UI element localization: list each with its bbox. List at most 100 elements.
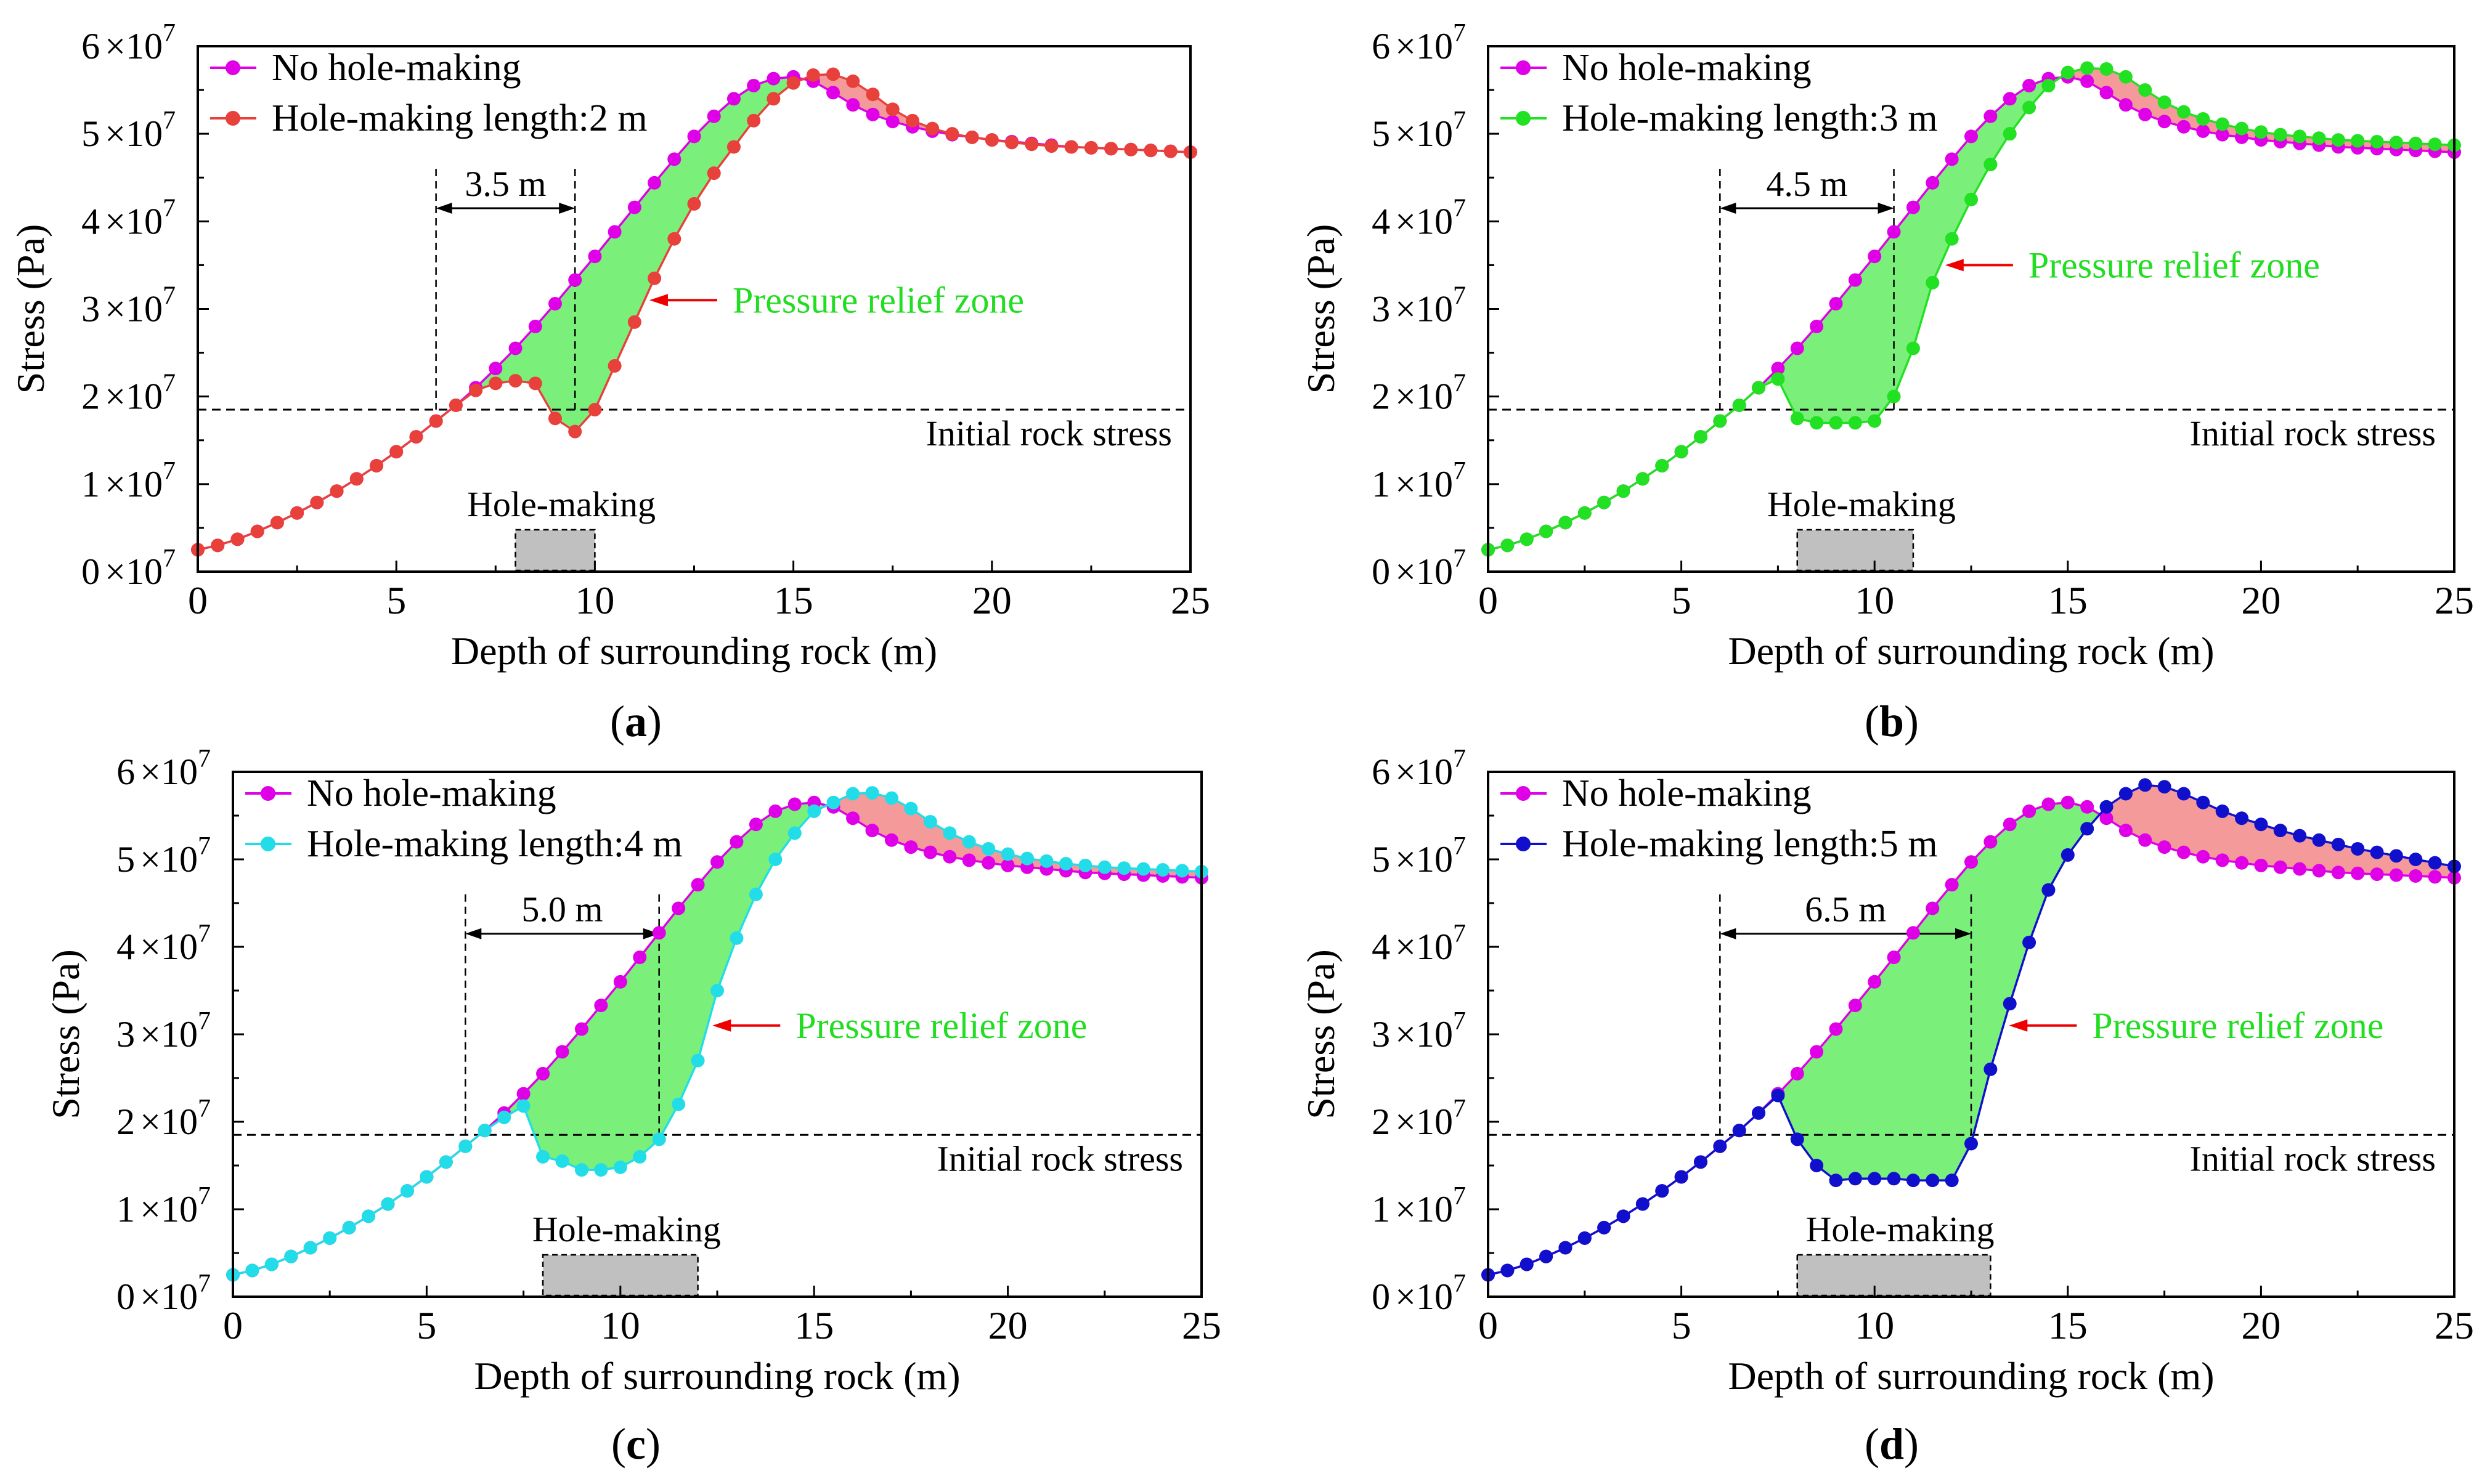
data-point <box>1771 1089 1785 1103</box>
y-tick-mantissa: 0 <box>1372 551 1390 592</box>
data-point <box>1084 140 1098 155</box>
y-tick-exponent: 7 <box>163 370 176 398</box>
data-point <box>1906 341 1920 355</box>
y-tick-times: ×10 <box>1395 376 1453 417</box>
data-point <box>730 835 744 849</box>
legend-marker <box>1516 837 1531 851</box>
data-point <box>672 901 686 915</box>
y-tick-label: 6 ×107 <box>1372 19 1466 67</box>
data-point <box>1144 144 1158 158</box>
y-tick-mantissa: 1 <box>1372 1189 1390 1230</box>
x-tick-label: 15 <box>794 1304 834 1347</box>
panel-label-close: ) <box>1904 697 1919 746</box>
y-tick-exponent: 7 <box>198 1007 211 1036</box>
data-point <box>1558 516 1573 530</box>
y-tick-label: 1 ×107 <box>116 1182 211 1230</box>
data-point <box>1945 878 1959 892</box>
data-point <box>652 926 666 940</box>
data-point <box>710 984 724 997</box>
legend-entry: Hole-making length:3 m <box>1562 97 1938 139</box>
relief-fill-segment <box>714 98 734 174</box>
y-tick-mantissa: 2 <box>81 376 100 417</box>
span-label: 4.5 m <box>1766 164 1847 204</box>
data-point <box>672 1097 686 1111</box>
relief-fill-segment <box>1951 861 1972 1181</box>
data-point <box>865 786 879 800</box>
y-axis-label: Stress (Pa) <box>1299 949 1343 1119</box>
y-tick-times: ×10 <box>140 839 198 880</box>
data-point <box>1001 858 1015 872</box>
data-point <box>1790 1066 1804 1081</box>
pressure-relief-arrow-head <box>2009 1019 2028 1032</box>
x-tick-label: 25 <box>2435 578 2474 622</box>
data-point <box>458 1139 473 1153</box>
x-tick-label: 0 <box>1478 1304 1498 1347</box>
data-point <box>687 197 701 211</box>
panel-a: Initial rock stress Hole-making 3.5 m Press… <box>9 19 1210 746</box>
data-point <box>2254 817 2268 832</box>
data-point <box>574 1163 588 1177</box>
y-tick-label: 0 ×107 <box>1372 1270 1466 1317</box>
data-point <box>330 484 344 498</box>
y-tick-label: 3 ×107 <box>116 1007 211 1055</box>
data-point <box>787 797 802 811</box>
data-point <box>2409 853 2423 866</box>
data-point <box>1848 273 1862 287</box>
y-tick-label: 4 ×107 <box>1372 194 1466 241</box>
data-point <box>528 376 542 391</box>
data-point <box>555 1045 569 1059</box>
series-markers <box>226 786 1208 1282</box>
hole-making-box <box>1796 1254 1992 1297</box>
y-tick-label: 1 ×107 <box>1372 457 1466 505</box>
data-point <box>1790 412 1804 426</box>
data-point <box>885 115 900 129</box>
y-tick-label: 5 ×107 <box>116 832 211 880</box>
relief-fill-segment <box>2048 802 2069 890</box>
y-tick-times: ×10 <box>1395 26 1453 67</box>
relief-fill-segment <box>1990 824 2011 1069</box>
y-tick-times: ×10 <box>140 1101 198 1142</box>
x-tick-label: 25 <box>1182 1304 1221 1347</box>
y-tick-mantissa: 0 <box>81 551 100 592</box>
data-point <box>2235 121 2249 136</box>
data-point <box>2138 778 2152 792</box>
y-tick-exponent: 7 <box>198 1095 211 1123</box>
y-tick-label: 3 ×107 <box>1372 282 1466 330</box>
hole-making-label: Hole-making <box>467 484 656 524</box>
data-point <box>1558 1241 1573 1255</box>
pressure-relief-label: Pressure relief zone <box>2092 1005 2383 1046</box>
y-tick-times: ×10 <box>105 201 163 241</box>
panel-label-close: ) <box>1904 1419 1919 1469</box>
relief-fill-segment <box>1797 325 1817 423</box>
data-point <box>2176 105 2191 119</box>
data-point <box>2157 115 2171 129</box>
y-tick-label: 2 ×107 <box>116 1095 211 1142</box>
data-point <box>608 359 622 373</box>
data-point <box>2273 824 2287 838</box>
data-point <box>536 1149 550 1164</box>
data-point <box>1005 136 1019 150</box>
data-point <box>2331 837 2345 851</box>
y-tick-mantissa: 0 <box>1372 1276 1390 1317</box>
data-point <box>349 472 364 486</box>
data-point <box>1964 855 1978 869</box>
data-point <box>1926 275 1940 290</box>
x-axis-label: Depth of surrounding rock (m) <box>474 1354 960 1398</box>
y-tick-mantissa: 4 <box>1372 926 1390 967</box>
y-axis-label: Stress (Pa) <box>1299 224 1343 394</box>
data-point <box>982 841 996 856</box>
data-point <box>1693 1155 1707 1169</box>
y-tick-exponent: 7 <box>1453 1182 1466 1210</box>
data-point <box>767 71 781 86</box>
data-point <box>1635 1197 1650 1211</box>
data-point <box>691 1053 705 1068</box>
data-point <box>1025 137 1039 152</box>
data-point <box>826 67 840 81</box>
y-tick-times: ×10 <box>1395 1276 1453 1317</box>
y-tick-times: ×10 <box>1395 201 1453 241</box>
data-point <box>846 74 860 88</box>
data-point <box>1044 139 1059 153</box>
data-point <box>2176 845 2191 859</box>
y-tick-label: 0 ×107 <box>81 545 176 592</box>
